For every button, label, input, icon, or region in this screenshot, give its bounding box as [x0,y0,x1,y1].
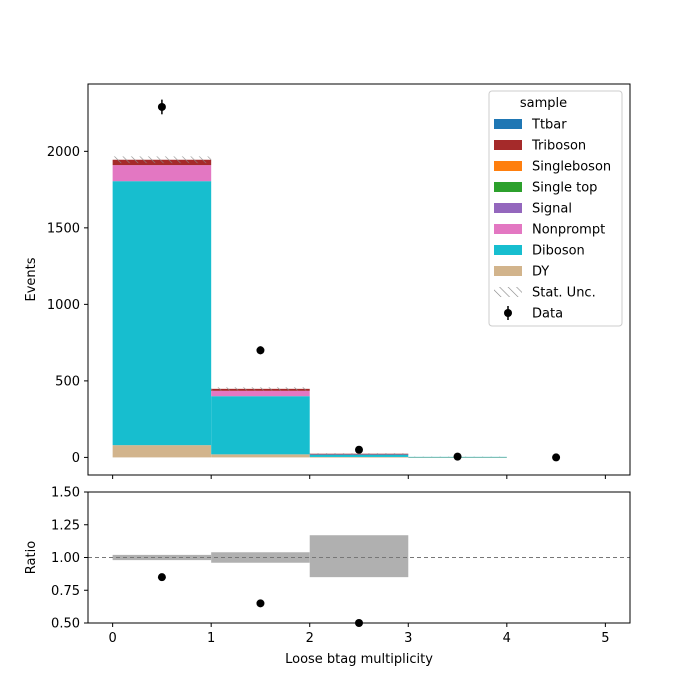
ratio-x-ticks: 0 1 2 3 4 5 [108,623,610,646]
ratio-point-1 [256,599,265,608]
ratio-y-tick-label: 1.00 [51,551,80,566]
main-plot: 0 500 1000 1500 2000 Events sample Ttbar Tribo… [24,83,631,479]
legend-swatch-signal [494,203,522,213]
ratio-x-tick-label: 2 [306,631,314,646]
bar-diboson-bin-1 [211,396,310,455]
legend-label-nonprompt: Nonprompt [532,223,605,238]
bar-nonprompt-bin-2 [309,454,409,455]
stacked-bars [112,159,507,458]
legend-label-signal: Signal [532,202,572,217]
legend-label-stat-unc: Stat. Unc. [532,286,596,301]
legend-label-data: Data [532,307,563,322]
ratio-band-bin-2 [309,535,409,578]
bar-dy-bin-0 [112,445,212,458]
legend-label-dy: DY [532,265,549,280]
data-point-0 [157,102,166,111]
main-y-tick-label: 500 [55,374,80,389]
data-points [157,99,561,462]
legend-label-singleboson: Singleboson [532,160,611,175]
bar-dy-bin-2 [309,456,409,458]
ratio-y-ticks: 0.50 0.75 1.00 1.25 1.50 [51,486,88,632]
legend-swatch-triboson [494,140,522,150]
x-axis-label: Loose btag multiplicity [285,652,433,667]
legend-swatch-ttbar [494,119,522,129]
legend-swatch-diboson [494,245,522,255]
legend-box [488,90,623,327]
ratio-y-tick-label: 1.50 [51,486,80,501]
ratio-x-tick-label: 5 [601,631,609,646]
legend-label-diboson: Diboson [532,244,585,259]
main-y-tick-label: 0 [72,451,80,466]
bar-nonprompt-bin-0 [112,165,212,182]
main-y-axis-label: Events [24,257,39,301]
legend-swatch-dy [494,266,522,276]
ratio-band-bin-1 [211,552,310,563]
bar-nonprompt-bin-1 [211,390,310,397]
data-point-1 [256,346,265,355]
data-point-4 [552,453,561,462]
legend-swatch-nonprompt [494,224,522,234]
legend-label-triboson: Triboson [531,139,586,154]
main-y-tick-label: 1500 [47,221,80,236]
ratio-x-tick-label: 1 [207,631,215,646]
main-y-tick-label: 1000 [47,298,80,313]
bar-diboson-bin-0 [112,181,212,446]
ratio-y-tick-label: 1.25 [51,518,80,533]
data-point-3 [453,452,462,461]
ratio-x-tick-label: 0 [108,631,116,646]
ratio-x-tick-label: 3 [404,631,412,646]
legend-marker-data [504,309,512,317]
ratio-y-tick-label: 0.50 [51,617,80,632]
bar-diboson-bin-2 [309,454,409,457]
ratio-unc-band [112,535,409,578]
ratio-x-tick-label: 4 [503,631,511,646]
bar-dy-bin-1 [211,454,310,458]
main-x-ticks [112,475,606,479]
main-y-ticks: 0 500 1000 1500 2000 [47,145,88,466]
legend-title: sample [520,96,567,111]
ratio-y-tick-label: 0.75 [51,584,80,599]
stat-unc-bin-0 [112,156,212,164]
legend-label-ttbar: Ttbar [531,118,567,133]
stat-unc-bin-1 [211,387,310,391]
data-point-2 [355,445,363,454]
ratio-point-0 [157,573,166,582]
legend-swatch-singleboson [494,161,522,171]
legend-swatch-single-top [494,182,522,192]
ratio-plot: 0.50 0.75 1.00 1.25 1.50 0 1 2 3 4 5 Ratio Loose … [24,486,631,667]
legend: sample Ttbar Triboson Singleboson Single top… [488,90,623,327]
main-y-tick-label: 2000 [47,145,80,160]
ratio-y-axis-label: Ratio [24,541,39,574]
legend-swatch-stat-unc [494,287,522,297]
main-axes-frame [87,83,631,476]
legend-label-single-top: Single top [532,181,597,196]
